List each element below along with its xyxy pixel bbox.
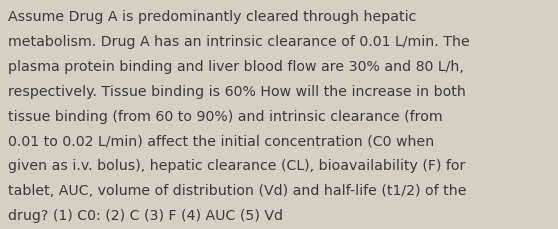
Text: Assume Drug A is predominantly cleared through hepatic: Assume Drug A is predominantly cleared t…: [8, 10, 417, 24]
Text: plasma protein binding and liver blood flow are 30% and 80 L/h,: plasma protein binding and liver blood f…: [8, 60, 464, 74]
Text: tablet, AUC, volume of distribution (Vd) and half-life (t1/2) of the: tablet, AUC, volume of distribution (Vd)…: [8, 183, 467, 197]
Text: metabolism. Drug A has an intrinsic clearance of 0.01 L/min. The: metabolism. Drug A has an intrinsic clea…: [8, 35, 470, 49]
Text: tissue binding (from 60 to 90%) and intrinsic clearance (from: tissue binding (from 60 to 90%) and intr…: [8, 109, 443, 123]
Text: drug? (1) C0: (2) C (3) F (4) AUC (5) Vd: drug? (1) C0: (2) C (3) F (4) AUC (5) Vd: [8, 208, 283, 222]
Text: respectively. Tissue binding is 60% How will the increase in both: respectively. Tissue binding is 60% How …: [8, 85, 466, 98]
Text: 0.01 to 0.02 L/min) affect the initial concentration (C0 when: 0.01 to 0.02 L/min) affect the initial c…: [8, 134, 435, 148]
Text: given as i.v. bolus), hepatic clearance (CL), bioavailability (F) for: given as i.v. bolus), hepatic clearance …: [8, 159, 466, 173]
